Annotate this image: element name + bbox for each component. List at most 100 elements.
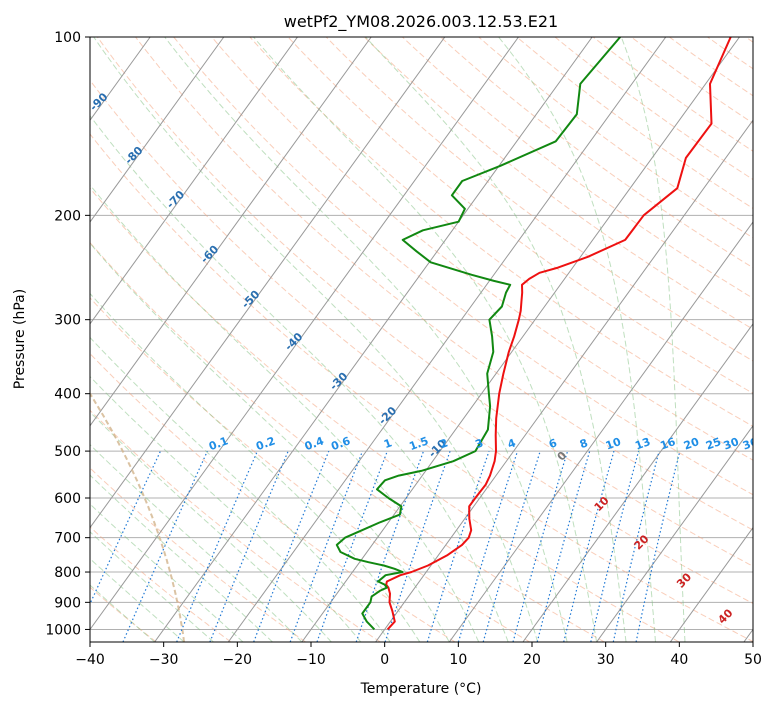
isotherm: [90, 37, 372, 427]
mixing-ratio-label: 4: [506, 436, 518, 451]
isotherm: [522, 323, 753, 642]
y-tick-label: 700: [54, 531, 81, 547]
mixing-ratio-line: [563, 450, 615, 642]
moist-adiabat: [498, 37, 656, 642]
mixing-ratio-label: 10: [604, 435, 623, 453]
moist-adiabat: [90, 114, 509, 642]
isotherm: [90, 37, 446, 529]
dry-adiabat: [90, 241, 605, 642]
x-tick-label: 10: [449, 652, 467, 668]
x-tick-label: −30: [149, 652, 179, 668]
temperature-line: [385, 37, 732, 631]
mixing-ratio-line: [316, 450, 388, 642]
isotherm: [90, 37, 225, 223]
mixing-ratio-label: 0.4: [303, 434, 326, 453]
y-tick-label: 200: [54, 208, 81, 224]
mixing-ratio-line: [426, 450, 490, 642]
isotherm: [90, 37, 298, 325]
y-axis-label: Pressure (hPa): [12, 289, 28, 389]
moist-adiabat: [90, 443, 303, 642]
moist-adiabat: [90, 558, 185, 642]
dry-adiabat: [90, 79, 753, 605]
x-tick-label: −10: [296, 652, 326, 668]
freezing-curve: [90, 391, 186, 642]
mixing-ratio-line: [122, 450, 208, 642]
profiles: [335, 37, 732, 631]
mixing-ratio-line: [512, 450, 569, 642]
y-tick-label: 600: [54, 491, 81, 507]
isotherm: [301, 37, 740, 642]
x-tick-label: 30: [597, 652, 615, 668]
isotherm: [448, 221, 753, 642]
mixing-ratio-label: 8: [578, 436, 590, 451]
moist-adiabat: [90, 242, 450, 642]
moist-adiabat: [90, 336, 391, 642]
mixing-ratio-line: [457, 450, 519, 642]
mixing-ratio-label: 20: [682, 435, 701, 453]
mixing-ratio-line: [612, 450, 660, 642]
x-tick-label: 40: [670, 652, 688, 668]
dry-adiabat: [135, 37, 753, 531]
x-tick-label: 50: [744, 652, 762, 668]
isotherm: [90, 37, 519, 631]
plot-background: [90, 37, 753, 642]
y-tick-label: 900: [54, 595, 81, 611]
dry-adiabat: [90, 187, 680, 642]
moist-adiabat: [90, 584, 155, 642]
y-tick-label: 800: [54, 565, 81, 581]
isotherm: [227, 37, 667, 642]
mixing-ratio-label: 3: [473, 436, 485, 451]
x-tick-label: 0: [380, 652, 389, 668]
dry-adiabat: [325, 37, 753, 362]
dry-adiabat: [173, 37, 753, 496]
moist-adiabat: [93, 37, 539, 642]
mixing-ratio-label: 6: [547, 436, 559, 451]
isotherm: [669, 526, 753, 642]
moist-adiabat: [90, 184, 480, 642]
isotherm: [596, 424, 753, 642]
moist-adiabat: [90, 292, 421, 642]
moist-adiabat: [90, 531, 214, 642]
mixing-ratio-line: [176, 450, 258, 642]
isotherm: [375, 119, 753, 642]
y-tick-label: 500: [54, 444, 81, 460]
dry-adiabat: [90, 586, 157, 642]
mixing-ratio-label: 13: [633, 435, 652, 452]
mixing-ratio-label: 30: [722, 435, 741, 453]
mixing-ratio-label: 25: [704, 435, 723, 452]
plot-frame: [89, 36, 754, 643]
mixing-ratio-line: [253, 450, 330, 642]
y-tick-label: 300: [54, 313, 81, 329]
mixing-ratio-line: [590, 450, 640, 642]
x-tick-label: 20: [523, 652, 541, 668]
mixing-ratio-label: 1: [382, 436, 394, 451]
mixing-ratio-line: [482, 450, 541, 642]
mixing-ratio-label: 1.5: [407, 434, 430, 453]
x-tick-label: −40: [75, 652, 105, 668]
dry-adiabat: [402, 37, 753, 299]
axis-ticks: −40 −30 −20 −10 0 10 20 30 40 50 1000 900 800 700 600 5…: [45, 30, 762, 668]
y-tick-label: 400: [54, 387, 81, 403]
chart-title: wetPf2_YM08.2026.003.12.53.E21: [284, 12, 558, 32]
x-tick-label: −20: [223, 652, 253, 668]
dry-adiabat: [96, 37, 753, 567]
mixing-ratio-line: [384, 450, 451, 642]
moist-adiabat: [253, 37, 598, 642]
moist-adiabat: [90, 375, 362, 642]
mixing-ratio-line: [536, 450, 591, 642]
dry-adiabat: [90, 409, 381, 642]
moist-adiabat: [164, 37, 568, 642]
mixing-ratio-label: 16: [658, 435, 677, 453]
mixing-ratio-label: 36: [741, 435, 760, 453]
isotherm: [154, 37, 593, 642]
moist-adiabat: [90, 474, 273, 642]
mixing-ratio-label: 2: [438, 436, 450, 451]
mixing-ratio-label: 0.2: [254, 434, 277, 453]
dewpoint-line: [335, 37, 621, 631]
y-tick-label: 100: [54, 30, 81, 46]
moist-adiabat: [620, 37, 686, 642]
mixing-ratio-line: [635, 450, 681, 642]
moist-adiabat: [90, 411, 332, 642]
y-tick-label: 1000: [45, 622, 81, 638]
